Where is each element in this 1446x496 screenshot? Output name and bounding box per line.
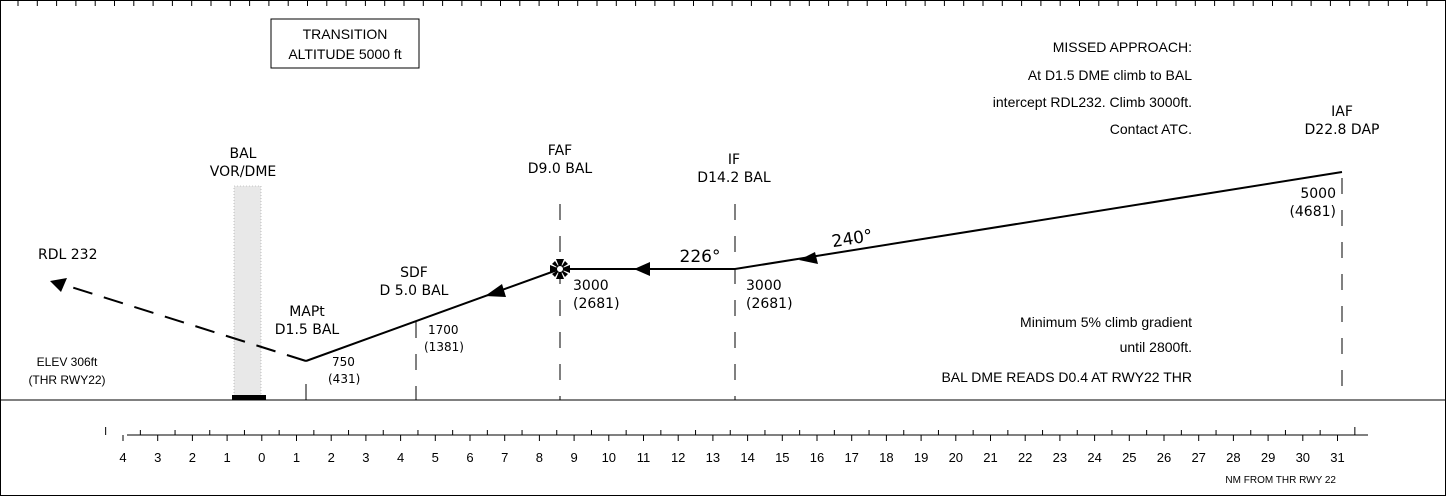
scale-tick-label: 4: [397, 450, 404, 465]
navaid-type: VOR/DME: [210, 164, 277, 180]
scale-tick-label: 17: [844, 450, 858, 465]
mapt-height: (431): [328, 372, 360, 386]
faf-height: (2681): [573, 296, 620, 312]
scale-tick-label: 13: [706, 450, 720, 465]
navaid-name: BAL: [230, 146, 257, 162]
distance-scale: 4 3 2 1 0 1 2 3 4 5 6 7 8 9 10 11 12 13 14 15 16 17 18 19 20 21 22…: [105, 427, 1368, 465]
if-altitude: 3000: [746, 278, 782, 294]
arrow-initial-segment: [799, 252, 818, 264]
scale-tick-label: 1: [293, 450, 300, 465]
approach-profile-path: [305, 171, 1343, 362]
scale-tick-label: 9: [570, 450, 577, 465]
mapt-dme: D1.5 BAL: [275, 322, 340, 338]
scale-tick-label: 18: [879, 450, 893, 465]
navaid-bal-vordme: BAL VOR/DME: [210, 146, 277, 397]
iaf-altitude: 5000: [1300, 186, 1336, 202]
sdf-height: (1381): [424, 340, 464, 354]
faf-maltese-cross-icon: [550, 259, 570, 279]
mapt-altitude: 750: [332, 355, 355, 369]
missed-approach-title: MISSED APPROACH:: [1053, 39, 1192, 55]
scale-tick-label: 25: [1122, 450, 1136, 465]
climb-note-line2: until 2800ft.: [1120, 339, 1192, 355]
scale-tick-label: 30: [1296, 450, 1310, 465]
top-border-ticks: [17, 0, 1428, 6]
scale-tick-label: 0: [258, 450, 265, 465]
scale-tick-label: 5: [432, 450, 439, 465]
scale-tick-label: 3: [362, 450, 369, 465]
transition-line1: TRANSITION: [303, 26, 388, 42]
scale-tick-label: 12: [671, 450, 685, 465]
if-dme: D14.2 BAL: [697, 170, 771, 186]
scale-tick-label: 27: [1191, 450, 1205, 465]
scale-tick-label: 8: [536, 450, 543, 465]
sdf-dme: D 5.0 BAL: [380, 283, 449, 299]
faf-altitude: 3000: [573, 278, 609, 294]
scale-tick-label: 29: [1261, 450, 1275, 465]
faf-dme: D9.0 BAL: [528, 161, 593, 177]
scale-tick-label: 31: [1330, 450, 1344, 465]
dme-note: BAL DME READS D0.4 AT RWY22 THR: [941, 369, 1192, 385]
scale-tick-label: 21: [983, 450, 997, 465]
mapt-name: MAPt: [289, 304, 325, 320]
scale-tick-label: 24: [1087, 450, 1101, 465]
arrow-intermediate-segment: [634, 262, 650, 276]
iaf-name: IAF: [1331, 104, 1353, 120]
scale-tick-label: 15: [775, 450, 789, 465]
scale-tick-label: 2: [328, 450, 335, 465]
scale-caption: NM FROM THR RWY 22: [1225, 475, 1336, 486]
scale-tick-label: 16: [810, 450, 824, 465]
scale-tick-label: 19: [914, 450, 928, 465]
missed-approach-line3: Contact ATC.: [1110, 121, 1192, 137]
scale-tick-label: 7: [501, 450, 508, 465]
faf-name: FAF: [548, 143, 572, 159]
scale-tick-label: 22: [1018, 450, 1032, 465]
course-intermediate-label: 226°: [680, 247, 721, 267]
if-name: IF: [728, 152, 740, 168]
scale-tick-label: 1: [223, 450, 230, 465]
scale-tick-label: 3: [154, 450, 161, 465]
iaf-height: (4681): [1289, 204, 1336, 220]
scale-tick-label: 2: [189, 450, 196, 465]
elevation-line1: ELEV 306ft: [37, 355, 98, 369]
scale-tick-label: 23: [1053, 450, 1067, 465]
scale-tick-label: 20: [949, 450, 963, 465]
sdf-name: SDF: [400, 265, 428, 281]
missed-radial-label: RDL 232: [38, 247, 97, 263]
sdf-altitude: 1700: [428, 323, 459, 337]
scale-tick-label: 14: [740, 450, 754, 465]
elevation-line2: (THR RWY22): [28, 373, 105, 387]
climb-note-line1: Minimum 5% climb gradient: [1020, 314, 1192, 330]
arrow-missed-approach: [50, 278, 67, 292]
missed-approach-line2: intercept RDL232. Climb 3000ft.: [993, 94, 1192, 110]
transition-altitude-box: TRANSITION ALTITUDE 5000 ft: [270, 18, 420, 69]
scale-tick-label: 4: [119, 450, 126, 465]
scale-tick-label: 26: [1157, 450, 1171, 465]
iaf-dme: D22.8 DAP: [1305, 122, 1380, 138]
runway-threshold-bar: [232, 395, 266, 400]
missed-approach-line1: At D1.5 DME climb to BAL: [1028, 67, 1192, 83]
scale-tick-label: 6: [466, 450, 473, 465]
scale-tick-label: 10: [602, 450, 616, 465]
scale-tick-label: 11: [637, 450, 651, 465]
missed-approach-path: [67, 285, 307, 362]
missed-approach-text: MISSED APPROACH: At D1.5 DME climb to BA…: [993, 39, 1192, 137]
scale-tick-label: 28: [1226, 450, 1240, 465]
transition-line2: ALTITUDE 5000 ft: [288, 46, 401, 62]
if-height: (2681): [746, 296, 793, 312]
arrow-final-segment: [485, 284, 506, 297]
